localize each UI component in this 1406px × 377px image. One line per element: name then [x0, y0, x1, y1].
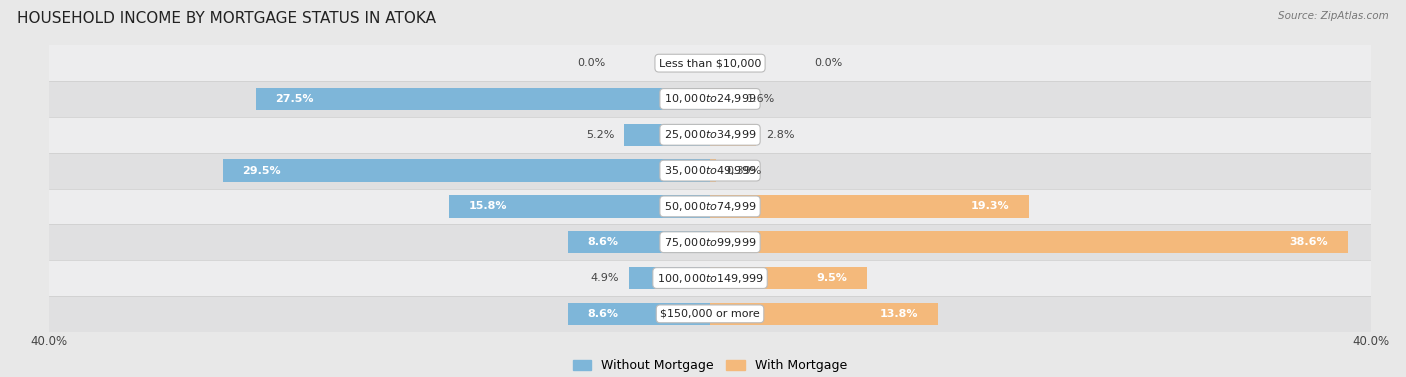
Text: 0.39%: 0.39% [727, 166, 762, 176]
Text: Source: ZipAtlas.com: Source: ZipAtlas.com [1278, 11, 1389, 21]
Bar [449, 195, 710, 218]
Text: 0.0%: 0.0% [814, 58, 842, 68]
Text: 15.8%: 15.8% [468, 201, 508, 211]
Bar [49, 153, 1371, 188]
Bar [710, 195, 1029, 218]
Bar [49, 117, 1371, 153]
Bar [568, 303, 710, 325]
Bar [710, 88, 737, 110]
Legend: Without Mortgage, With Mortgage: Without Mortgage, With Mortgage [568, 354, 852, 377]
Bar [628, 267, 710, 289]
Bar [256, 88, 710, 110]
Text: $50,000 to $74,999: $50,000 to $74,999 [664, 200, 756, 213]
Text: 8.6%: 8.6% [588, 309, 619, 319]
Bar [222, 159, 710, 182]
Bar [710, 231, 1348, 253]
Text: $100,000 to $149,999: $100,000 to $149,999 [657, 271, 763, 285]
Text: 8.6%: 8.6% [588, 237, 619, 247]
Bar [49, 45, 1371, 81]
Text: 29.5%: 29.5% [242, 166, 281, 176]
Text: 2.8%: 2.8% [766, 130, 794, 140]
Bar [568, 231, 710, 253]
Text: 38.6%: 38.6% [1289, 237, 1327, 247]
Text: $75,000 to $99,999: $75,000 to $99,999 [664, 236, 756, 249]
Bar [49, 260, 1371, 296]
Bar [710, 124, 756, 146]
Text: 9.5%: 9.5% [817, 273, 848, 283]
Bar [49, 81, 1371, 117]
Text: $35,000 to $49,999: $35,000 to $49,999 [664, 164, 756, 177]
Bar [49, 296, 1371, 332]
Text: $10,000 to $24,999: $10,000 to $24,999 [664, 92, 756, 106]
Bar [710, 159, 717, 182]
Text: 1.6%: 1.6% [747, 94, 775, 104]
Text: 5.2%: 5.2% [586, 130, 614, 140]
Bar [710, 267, 868, 289]
Text: HOUSEHOLD INCOME BY MORTGAGE STATUS IN ATOKA: HOUSEHOLD INCOME BY MORTGAGE STATUS IN A… [17, 11, 436, 26]
Text: 0.0%: 0.0% [578, 58, 606, 68]
Bar [49, 188, 1371, 224]
Text: $150,000 or more: $150,000 or more [661, 309, 759, 319]
Text: $25,000 to $34,999: $25,000 to $34,999 [664, 128, 756, 141]
Text: Less than $10,000: Less than $10,000 [659, 58, 761, 68]
Text: 27.5%: 27.5% [276, 94, 314, 104]
Text: 13.8%: 13.8% [880, 309, 918, 319]
Bar [710, 303, 938, 325]
Bar [49, 224, 1371, 260]
Text: 19.3%: 19.3% [970, 201, 1010, 211]
Bar [624, 124, 710, 146]
Text: 4.9%: 4.9% [591, 273, 619, 283]
